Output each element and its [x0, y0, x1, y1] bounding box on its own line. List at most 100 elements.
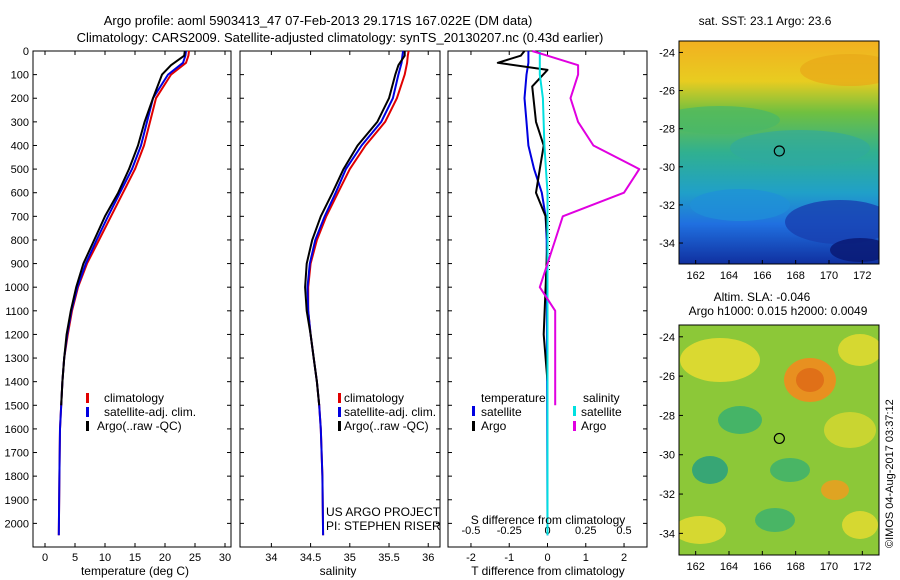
sst-map-frame	[678, 40, 880, 265]
legend-swatch-s-argo	[573, 421, 576, 431]
y-tick-label: 600	[11, 188, 29, 200]
temperature-profiles	[57, 50, 190, 536]
x-tick-label: 10	[99, 552, 111, 564]
argo-position-marker	[773, 432, 785, 445]
series-line-argo	[531, 50, 641, 406]
y-tick-label: 1000	[5, 282, 29, 294]
y-tick-label: 1900	[5, 495, 29, 507]
figure-title-line1: Argo profile: aoml 5903413_47 07-Feb-201…	[104, 13, 533, 28]
map-y-tick-label: -30	[659, 450, 675, 462]
map-x-tick-label: 170	[820, 270, 838, 282]
legend-header-salinity: salinity	[583, 391, 620, 405]
salinity-panel: 34 34.5 35 35.5 36 climatology satellite-adj…	[239, 50, 441, 578]
difference-panel: -2 -1 0 1 2-0.5 -0.25 0 0.25 0.5 temperature sal…	[447, 50, 648, 578]
sst-map-ticks: 162 164 166 168 170 172 -24 -26 -28 -30 -32 -34	[659, 47, 871, 282]
s-difference-label: S difference from climatology	[471, 513, 626, 527]
map-y-tick-label: -28	[659, 124, 675, 136]
difference-legend: temperature salinity satellite Argo sate…	[472, 391, 622, 433]
legend-swatch-argo	[86, 421, 89, 431]
sla-field	[679, 325, 879, 555]
legend-swatch-satellite-adj	[338, 407, 341, 417]
argo-position-marker	[773, 145, 785, 157]
map-y-tick-label: -34	[659, 528, 675, 540]
y-tick-label: 800	[11, 235, 29, 247]
y-tick-label: 900	[11, 259, 29, 271]
legend-swatch-climatology	[338, 393, 341, 403]
legend-label-satellite-adj: satellite-adj. clim.	[344, 405, 436, 419]
map-y-tick-label: -26	[659, 371, 675, 383]
map-x-tick-label: 164	[720, 270, 738, 282]
temperature-panel: 0100200300400500600700800900100011001200…	[5, 46, 232, 578]
series-line-satellite	[538, 51, 549, 536]
y-tick-label: 0	[23, 46, 29, 58]
map-x-tick-label: 162	[686, 270, 704, 282]
s-diff-tick-label: 0.25	[575, 525, 596, 537]
legend-label-s-argo: Argo	[581, 419, 607, 433]
legend-swatch-satellite-adj	[86, 407, 89, 417]
map-x-tick-label: 170	[820, 561, 838, 573]
map-y-tick-label: -32	[659, 489, 675, 501]
y-tick-label: 400	[11, 140, 29, 152]
temperature-xlabel: temperature (deg C)	[81, 564, 189, 578]
sla-map-title-line1: Altim. SLA: -0.046	[714, 290, 811, 304]
y-tick-label: 1800	[5, 471, 29, 483]
map-x-tick-label: 166	[753, 561, 771, 573]
map-y-tick-label: -26	[659, 86, 675, 98]
map-y-tick-label: -28	[659, 410, 675, 422]
map-y-tick-label: -32	[659, 200, 675, 212]
x-tick-label: 2	[621, 552, 627, 564]
x-tick-label: 30	[219, 552, 231, 564]
sst-field	[679, 41, 879, 264]
sst-map: sat. SST: 23.1 Argo: 23.6 162 164 166 168 17…	[659, 14, 880, 282]
sla-map-title-line2: Argo h1000: 0.015 h2000: 0.0049	[689, 304, 868, 318]
map-x-tick-label: 172	[853, 561, 871, 573]
difference-profiles	[496, 50, 641, 536]
legend-swatch-argo	[338, 421, 341, 431]
legend-label-t-satellite: satellite	[481, 405, 522, 419]
y-tick-label: 1300	[5, 353, 29, 365]
legend-label-argo: Argo(..raw -QC)	[97, 419, 182, 433]
series-line-argo	[496, 50, 549, 477]
salinity-profiles	[304, 50, 410, 536]
map-x-tick-label: 172	[853, 270, 871, 282]
x-tick-label: 1	[583, 552, 589, 564]
map-y-tick-label: -30	[659, 162, 675, 174]
sla-map-frame	[678, 324, 880, 556]
legend-label-s-satellite: satellite	[581, 405, 622, 419]
map-y-tick-label: -34	[659, 238, 675, 250]
temperature-legend: climatology satellite-adj. clim. Argo(..…	[86, 391, 196, 433]
x-tick-label: 34	[265, 552, 277, 564]
legend-label-argo: Argo(..raw -QC)	[344, 419, 429, 433]
series-line-climatology	[307, 50, 410, 536]
series-line-argo-raw-qc-	[60, 50, 186, 406]
legend-label-climatology: climatology	[104, 391, 164, 405]
figure-title-line2: Climatology: CARS2009. Satellite-adjuste…	[77, 30, 604, 45]
salinity-xlabel: salinity	[320, 564, 357, 578]
legend-swatch-s-satellite	[573, 406, 576, 416]
series-line-satellite-adj-clim-	[57, 50, 187, 536]
x-tick-label: 0	[544, 552, 550, 564]
legend-header-temperature: temperature	[481, 391, 546, 405]
legend-label-satellite-adj: satellite-adj. clim.	[104, 405, 196, 419]
x-tick-label: 25	[189, 552, 201, 564]
salinity-axis-ticks: 34 34.5 35 35.5 36	[240, 50, 440, 564]
y-tick-label: 1400	[5, 377, 29, 389]
copyright-stamp: ©IMOS 04-Aug-2017 03:37:12	[884, 399, 896, 548]
y-tick-label: 1600	[5, 424, 29, 436]
salinity-plot-frame	[239, 50, 441, 548]
x-tick-label: 15	[129, 552, 141, 564]
sla-map-ticks: 162 164 166 168 170 172 -24 -26 -28 -30 -32 -34	[659, 332, 871, 573]
salinity-legend: climatology satellite-adj. clim. Argo(..…	[338, 391, 436, 433]
temperature-axis-ticks: 0100200300400500600700800900100011001200…	[5, 46, 232, 564]
sla-map: Altim. SLA: -0.046 Argo h1000: 0.015 h20…	[659, 290, 880, 573]
temperature-plot-frame	[32, 50, 232, 548]
legend-swatch-climatology	[86, 393, 89, 403]
s-diff-tick-label: 0.5	[616, 525, 631, 537]
map-y-tick-label: -24	[659, 332, 675, 344]
y-tick-label: 1700	[5, 448, 29, 460]
map-x-tick-label: 168	[786, 561, 804, 573]
map-y-tick-label: -24	[659, 47, 675, 59]
y-tick-label: 100	[11, 70, 29, 82]
x-tick-label: -1	[504, 552, 514, 564]
